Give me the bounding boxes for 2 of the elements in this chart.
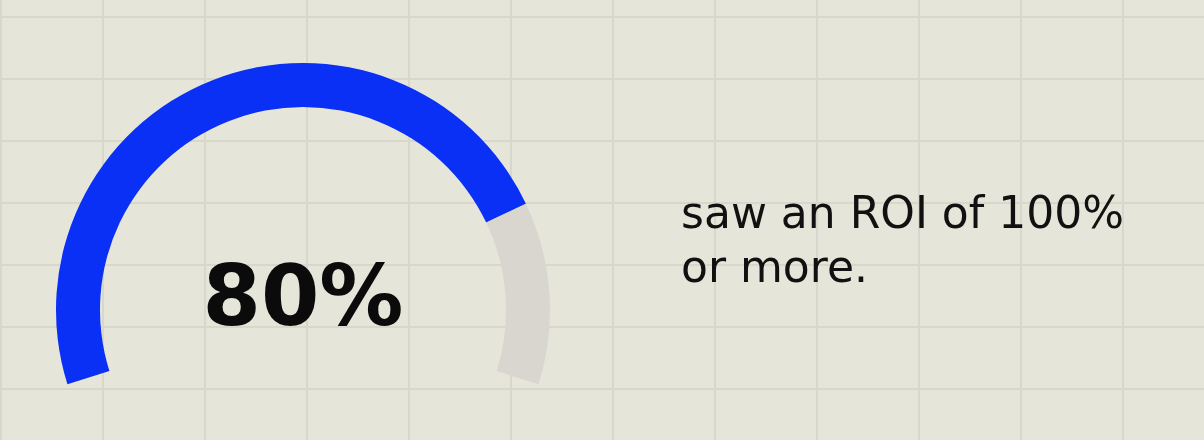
- text: saw an ROI of 100% or more.: [681, 186, 1139, 292]
- data-label: 80%: [202, 247, 404, 345]
